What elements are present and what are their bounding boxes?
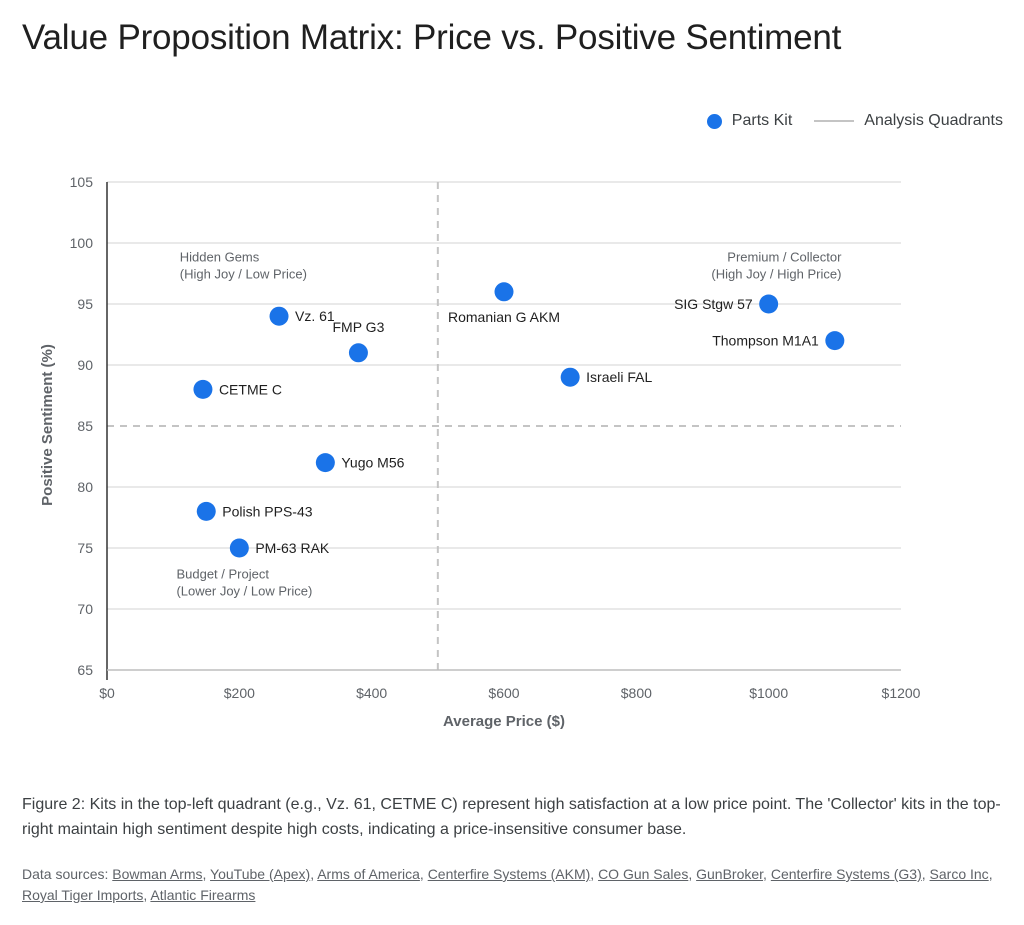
y-tick-label: 105: [70, 174, 94, 190]
source-link[interactable]: GunBroker: [696, 866, 764, 882]
circle-marker-icon: [706, 113, 722, 129]
y-tick-label: 100: [70, 235, 94, 251]
quadrant-annotations: Hidden Gems (High Joy / Low Price) Premium…: [176, 249, 842, 598]
data-label: Polish PPS-43: [222, 503, 312, 519]
quadrant-annotation: Hidden Gems (High Joy / Low Price): [180, 249, 307, 281]
tick-labels: 65 70 75 80 85 90 95 100 105 $0 $200 $400 $600 $800 $1…: [70, 174, 921, 701]
y-tick-label: 80: [77, 479, 93, 495]
y-tick-label: 70: [77, 601, 93, 617]
legend-label-analysis-quadrants: Analysis Quadrants: [864, 112, 1003, 129]
source-link[interactable]: Atlantic Firearms: [150, 887, 256, 903]
y-axis-label: Positive Sentiment (%): [39, 344, 56, 506]
x-tick-label: $1000: [749, 685, 788, 701]
x-tick-label: $1200: [882, 685, 921, 701]
data-point: [315, 453, 335, 473]
quadrant-lines: [107, 182, 901, 670]
data-point: [193, 379, 213, 399]
scatter-chart: 65 70 75 80 85 90 95 100 105 $0 $200 $400 $600 $800 $1…: [39, 174, 921, 730]
x-tick-label: $600: [488, 685, 519, 701]
data-label: Thompson M1A1: [712, 333, 819, 349]
data-point: [759, 294, 779, 314]
source-link[interactable]: Royal Tiger Imports: [22, 887, 144, 903]
source-link[interactable]: Centerfire Systems (G3): [770, 866, 922, 882]
data-label: Vz. 61: [295, 308, 335, 324]
y-tick-label: 90: [77, 357, 93, 373]
source-link[interactable]: YouTube (Apex): [210, 866, 311, 882]
data-point: [560, 367, 580, 387]
x-axis-label: Average Price ($): [443, 713, 565, 730]
y-tick-label: 95: [77, 296, 93, 312]
chart-title: Value Proposition Matrix: Price vs. Posi…: [22, 18, 842, 57]
data-point: [348, 343, 368, 363]
data-label: SIG Stgw 57: [674, 296, 753, 312]
source-link[interactable]: Bowman Arms: [112, 866, 203, 882]
legend-label-parts-kit: Parts Kit: [731, 112, 793, 129]
y-tick-label: 75: [77, 540, 93, 556]
data-label: PM-63 RAK: [255, 540, 330, 556]
data-label: Israeli FAL: [586, 369, 652, 385]
data-label: Romanian G AKM: [448, 309, 560, 325]
data-label: Yugo M56: [341, 455, 404, 471]
x-tick-label: $800: [621, 685, 652, 701]
data-point: [196, 501, 216, 521]
x-tick-label: $200: [224, 685, 255, 701]
data-point: [494, 282, 514, 302]
data-point: [269, 306, 289, 326]
data-point: [229, 538, 249, 558]
data-sources-prefix: Data sources:: [22, 866, 113, 882]
data-label: CETME C: [219, 381, 282, 397]
y-tick-label: 65: [77, 662, 93, 678]
y-tick-label: 85: [77, 418, 93, 434]
quadrant-annotation: Premium / Collector (High Joy / High Pric…: [711, 249, 842, 281]
figure-caption: Figure 2: Kits in the top-left quadrant …: [22, 796, 1001, 838]
quadrant-annotation: Budget / Project (Lower Joy / Low Price): [176, 567, 312, 599]
source-link[interactable]: Arms of America: [317, 866, 420, 882]
source-link[interactable]: Centerfire Systems (AKM): [427, 866, 591, 882]
line-marker-icon: [814, 120, 855, 122]
data-label: FMP G3: [332, 319, 384, 335]
data-point: [825, 331, 845, 351]
data-sources: Data sources: Bowman Arms, YouTube (Apex…: [22, 866, 993, 903]
x-tick-label: $0: [99, 685, 115, 701]
axes: [106, 182, 901, 680]
source-link[interactable]: Sarco Inc: [929, 866, 989, 882]
source-link[interactable]: CO Gun Sales: [598, 866, 689, 882]
x-tick-label: $400: [356, 685, 387, 701]
legend: Parts Kit Analysis Quadrants: [706, 112, 1003, 130]
